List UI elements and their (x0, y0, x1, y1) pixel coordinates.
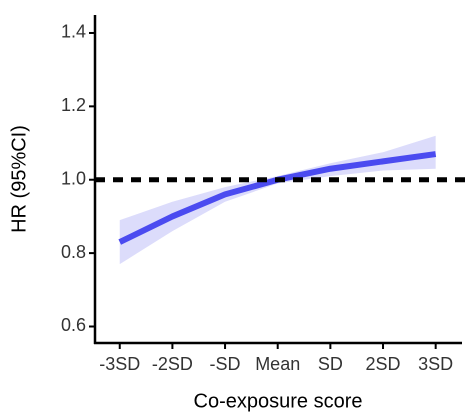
x-tick-label: -2SD (152, 354, 193, 374)
confidence-band (119, 135, 436, 265)
y-tick-label: 1.0 (61, 168, 86, 188)
x-tick-label: SD (318, 354, 343, 374)
x-tick-label: -SD (210, 354, 241, 374)
y-axis-label: HR (95%CI) (8, 125, 30, 233)
x-tick-label: 3SD (418, 354, 453, 374)
y-tick-label: 0.8 (61, 242, 86, 262)
y-tick-label: 1.2 (61, 95, 86, 115)
x-tick-label: Mean (255, 354, 300, 374)
y-tick-label: 1.4 (61, 22, 86, 42)
x-tick-label: 2SD (366, 354, 401, 374)
y-tick-label: 0.6 (61, 315, 86, 335)
x-axis-label: Co-exposure score (194, 390, 363, 412)
x-tick-label: -3SD (99, 354, 140, 374)
